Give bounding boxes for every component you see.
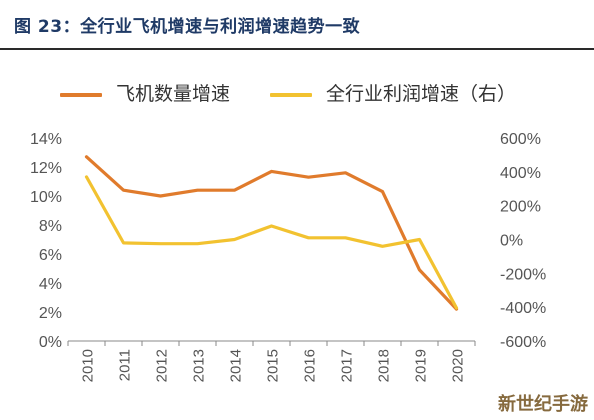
left-tick-label: 2% [39, 305, 62, 322]
x-tick-label: 2010 [80, 349, 97, 382]
left-tick-label: 0% [39, 334, 62, 351]
right-tick-label: -200% [500, 266, 546, 283]
left-tick-label: 12% [30, 160, 62, 177]
x-tick-label: 2012 [154, 349, 171, 382]
x-tick-label: 2015 [265, 349, 282, 382]
right-tick-label: 200% [500, 199, 541, 216]
x-tick-label: 2020 [450, 349, 467, 382]
left-tick-label: 4% [39, 276, 62, 293]
legend-swatch-series-1 [60, 93, 102, 97]
legend-label-series-2: 全行业利润增速（右） [326, 83, 517, 105]
x-tick-label: 2016 [302, 349, 319, 382]
left-tick-label: 6% [39, 247, 62, 264]
x-tick-label: 2013 [191, 349, 208, 382]
right-tick-label: 600% [500, 131, 541, 148]
right-tick-label: 400% [500, 165, 541, 182]
left-tick-label: 10% [30, 189, 62, 206]
x-tick-label: 2011 [117, 349, 134, 381]
x-tick-label: 2018 [376, 349, 393, 382]
title-bar: 图 23：全行业飞机增速与利润增速趋势一致 [0, 0, 594, 50]
legend-swatch-series-2 [270, 93, 312, 97]
chart-title: 图 23：全行业飞机增速与利润增速趋势一致 [14, 17, 361, 37]
legend-label-series-1: 飞机数量增速 [116, 83, 231, 105]
right-tick-label: 0% [500, 233, 523, 250]
right-tick-label: -600% [500, 334, 546, 351]
left-tick-label: 14% [30, 131, 62, 148]
x-tick-label: 2019 [413, 349, 430, 382]
left-tick-label: 8% [39, 218, 62, 235]
x-tick-label: 2017 [339, 349, 356, 382]
watermark: 新世纪手游 [498, 394, 588, 415]
x-tick-label: 2014 [228, 349, 245, 382]
series-line-2 [84, 175, 459, 310]
right-tick-label: -400% [500, 300, 546, 317]
series-line-1 [84, 155, 459, 311]
